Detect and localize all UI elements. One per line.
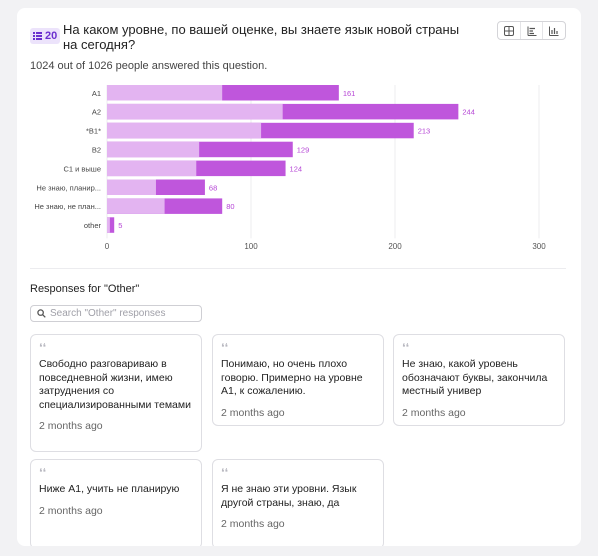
bar-chart-view-button[interactable] [543,22,565,39]
category-label: A1 [92,89,101,98]
table-icon [503,25,514,36]
list-icon [33,32,42,40]
value-label: 213 [418,127,431,136]
response-time: 2 months ago [221,406,285,419]
question-title: На каком уровне, по вашей оценке, вы зна… [63,22,460,52]
value-label: 68 [209,183,217,192]
bar-list-icon [527,26,536,36]
response-text: Понимаю, но очень плохо говорю. Примерно… [221,358,363,397]
value-label: 129 [297,145,310,154]
response-card: ❛❛ Не знаю, какой уровень обозначают бук… [393,334,565,426]
divider [30,268,566,269]
response-time: 2 months ago [402,406,466,419]
x-tick-label: 300 [532,242,546,251]
answered-count: 1024 out of 1026 people answered this qu… [30,60,268,72]
bar [107,217,115,233]
category-label: Не знаю, планир... [36,183,101,192]
x-tick-label: 100 [244,242,258,251]
quote-icon: ❛❛ [221,466,229,479]
question-card: 20 На каком уровне, по вашей оценке, вы … [17,8,581,546]
response-text: Не знаю, какой уровень обозначают буквы,… [402,358,548,397]
response-text: Ниже А1, учить не планирую [39,483,180,495]
category-label: C1 и выше [63,164,101,173]
search-icon [37,309,46,318]
view-toggle [497,21,566,40]
response-text: Я не знаю эти уровни. Язык другой страны… [221,483,357,509]
bar-segment [107,85,223,101]
category-label: Не знаю, не план... [34,202,101,211]
value-label: 124 [290,164,303,173]
quote-icon: ❛❛ [39,341,47,354]
question-type-badge: 20 [30,28,61,44]
response-card: ❛❛ Ниже А1, учить не планирую 2 months a… [30,459,202,546]
bar-segment [107,160,197,177]
bar-segment [107,122,262,139]
other-search-input[interactable] [50,308,200,319]
value-label: 244 [462,108,475,117]
bar-list-view-button[interactable] [521,22,544,39]
bar-segment [107,217,110,233]
other-search-box [30,305,202,322]
quote-icon: ❛❛ [402,341,410,354]
response-time: 2 months ago [39,504,103,517]
quote-icon: ❛❛ [39,466,47,479]
response-card: ❛❛ Я не знаю эти уровни. Язык другой стр… [212,459,384,546]
value-label: 161 [343,89,356,98]
value-label: 5 [118,221,122,230]
response-card: ❛❛ Понимаю, но очень плохо говорю. Приме… [212,334,384,426]
quote-icon: ❛❛ [221,341,229,354]
bar-segment [107,103,283,120]
category-label: other [84,221,102,230]
x-tick-label: 200 [388,242,402,251]
response-card: ❛❛ Свободно разговариваю в повседневной … [30,334,202,452]
value-label: 80 [226,202,234,211]
category-label: B2 [92,145,101,154]
response-time: 2 months ago [39,420,103,432]
category-label: *B1* [86,127,101,136]
bar-chart-icon [549,26,559,36]
x-tick-label: 0 [105,242,110,251]
table-view-button[interactable] [498,22,521,39]
response-text: Свободно разговариваю в повседневной жиз… [39,358,191,411]
response-time: 2 months ago [221,518,285,530]
bar-chart: 0 100 200 300 A1 161 A2 244 *B1* 213 B2 129 C1 и выш… [34,85,546,251]
bar-segment [107,198,165,214]
other-responses-title: Responses for "Other" [30,283,140,295]
category-label: A2 [92,108,101,117]
bar-segment [107,141,200,158]
bar-segment [107,179,156,195]
question-number: 20 [45,30,58,42]
